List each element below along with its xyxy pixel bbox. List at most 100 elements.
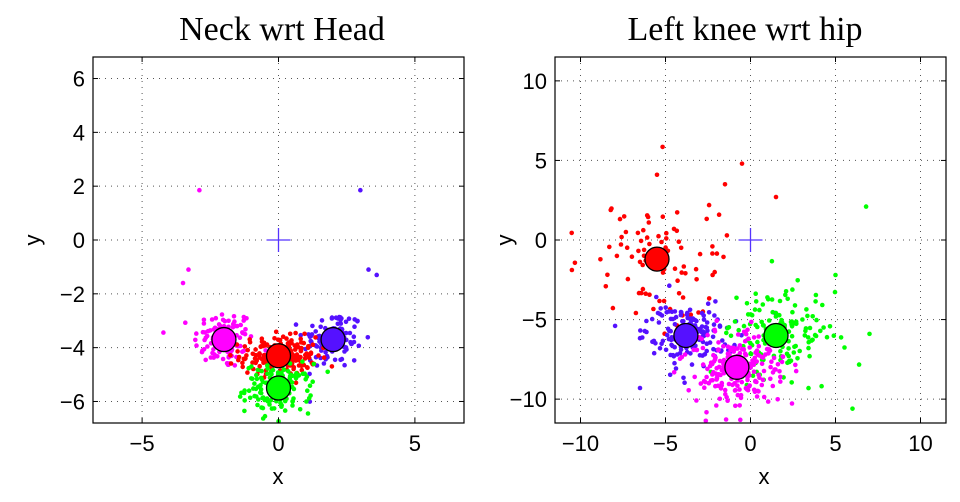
data-point [293,330,298,336]
data-point [211,347,216,352]
data-point [333,315,339,321]
data-point [792,344,797,350]
data-point [754,394,760,399]
data-point [747,383,752,388]
data-point [788,358,794,364]
data-point [724,233,730,238]
data-point [293,358,299,363]
data-point [298,332,304,338]
data-point [254,376,260,382]
data-point [235,349,240,354]
data-point [704,348,709,354]
data-point [791,350,797,355]
data-point [269,371,274,377]
data-point [672,322,678,327]
data-point [807,353,812,359]
data-point [625,276,631,282]
data-point [710,361,715,367]
data-point [247,395,253,401]
data-point [696,310,701,315]
data-point [638,238,644,244]
data-point [704,374,709,380]
data-point [659,239,664,245]
data-point [640,262,645,268]
data-point [240,360,245,366]
y-tick-label: 6 [73,67,85,92]
y-tick-label: −2 [60,282,85,307]
data-point [255,402,260,408]
data-point [656,320,662,325]
data-point [806,385,811,391]
data-point [713,383,718,389]
data-point [296,344,301,350]
data-point [721,344,726,349]
data-point [780,354,785,359]
data-point [681,375,686,381]
data-point [793,319,799,325]
data-point [831,333,837,339]
data-point [682,380,687,386]
data-point [679,354,685,360]
data-point [255,367,261,373]
data-point [645,214,651,220]
cluster-center [265,343,292,369]
data-point [366,267,371,272]
data-point [664,310,669,315]
data-point [686,388,691,393]
data-point [699,310,705,316]
data-point [285,341,291,346]
data-point [657,311,663,317]
data-point [706,310,712,315]
data-point [810,314,815,319]
data-point [194,343,199,348]
data-point [750,361,755,366]
data-point [769,297,775,302]
data-point [213,315,219,321]
data-point [222,318,228,324]
data-point [802,333,808,338]
data-point [245,370,250,375]
data-point [769,359,774,365]
data-point [752,307,758,312]
data-point [204,333,210,339]
data-point [703,418,709,424]
data-point [682,352,688,357]
data-point [820,302,825,308]
data-point [751,369,757,375]
data-point [736,327,741,333]
data-point [669,309,675,315]
data-point [789,333,795,339]
data-point [280,334,286,340]
data-point [161,330,166,335]
data-point [243,356,248,361]
data-point [739,379,745,385]
data-point [719,383,724,388]
data-point [197,187,202,193]
data-point [813,333,819,339]
data-point [760,323,766,328]
data-point [313,329,319,334]
data-point [352,324,357,330]
chart-neck-wrt-head: Neck wrt Head x y −5 0 5 −6 −4 −2 0 2 4 6 [20,11,465,489]
data-point [273,329,279,335]
data-point [793,362,798,368]
data-point [285,369,291,374]
data-point [804,307,809,312]
data-point [236,357,241,363]
data-point [775,397,780,402]
data-point [728,347,733,353]
data-point [755,352,760,357]
data-point [699,336,705,342]
data-point [310,323,315,329]
data-point [247,339,253,345]
cluster-center [320,326,346,353]
data-point [687,307,693,313]
data-point [714,318,719,324]
data-point [674,210,680,215]
data-point [255,384,261,390]
data-point [704,410,709,415]
data-point [651,306,656,312]
data-point [712,313,717,318]
data-point [299,340,304,345]
data-point [624,245,630,250]
